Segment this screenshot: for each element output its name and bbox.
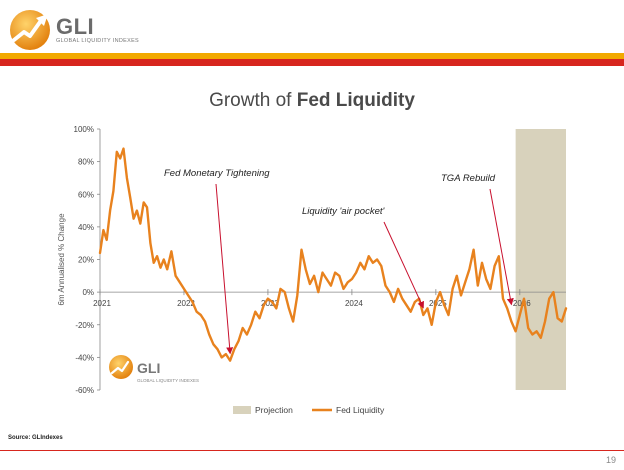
annotation-arrow (215, 183, 234, 355)
watermark-brand-tagline: GLOBAL LIQUIDITY INDEXES (137, 378, 199, 383)
chart-watermark-logo: GLI GLOBAL LIQUIDITY INDEXES (109, 355, 199, 383)
x-tick-label: 2023 (261, 299, 279, 308)
projection-band (515, 129, 566, 390)
legend-label-projection: Projection (255, 405, 293, 415)
annotation-label: TGA Rebuild (441, 173, 496, 184)
fed-liquidity-chart: -60% -40% -20% 0% 20% 40% 60% 80% 100% 2021 2022 20… (57, 125, 568, 415)
x-tick-label: 2021 (93, 299, 111, 308)
y-tick-label: -20% (75, 321, 94, 330)
gli-logo-icon (10, 10, 50, 50)
page-number: 19 (605, 455, 616, 465)
y-tick-label: -60% (75, 386, 94, 395)
source-note: Source: GLIndexes (8, 435, 63, 441)
y-tick-label: 0% (82, 288, 94, 297)
chart-title: Growth of Fed Liquidity (0, 90, 624, 112)
watermark-logo-icon (109, 355, 133, 379)
brand-name: GLI (56, 14, 95, 39)
header-band-red (0, 59, 624, 66)
y-tick-label: 80% (78, 158, 94, 167)
x-tick-label: 2022 (177, 299, 195, 308)
annotation-arrow (383, 221, 424, 309)
y-tick-label: 20% (78, 256, 94, 265)
y-tick-label: 40% (78, 223, 94, 232)
header-band-orange (0, 53, 624, 59)
legend-swatch-projection (233, 406, 251, 414)
legend-label-fed-liquidity: Fed Liquidity (336, 405, 385, 415)
y-tick-label: 60% (78, 190, 94, 199)
x-tick-label: 2025 (429, 299, 447, 308)
footer-divider (0, 450, 624, 451)
watermark-brand-name: GLI (137, 360, 160, 376)
annotation-label: Liquidity 'air pocket' (302, 206, 385, 217)
fed-liquidity-line (98, 147, 568, 362)
annotation-label: Fed Monetary Tightening (164, 168, 270, 179)
y-axis-title: 6m Annualised % Change (57, 213, 66, 306)
chart-title-bold: Fed Liquidity (296, 90, 415, 111)
y-tick-label: -40% (75, 353, 94, 362)
chart-title-prefix: Growth of (209, 90, 297, 111)
y-tick-label: 100% (74, 125, 94, 134)
annotation-arrow (489, 188, 514, 306)
brand-tagline: GLOBAL LIQUIDITY INDEXES (56, 38, 140, 44)
x-tick-label: 2024 (345, 299, 363, 308)
